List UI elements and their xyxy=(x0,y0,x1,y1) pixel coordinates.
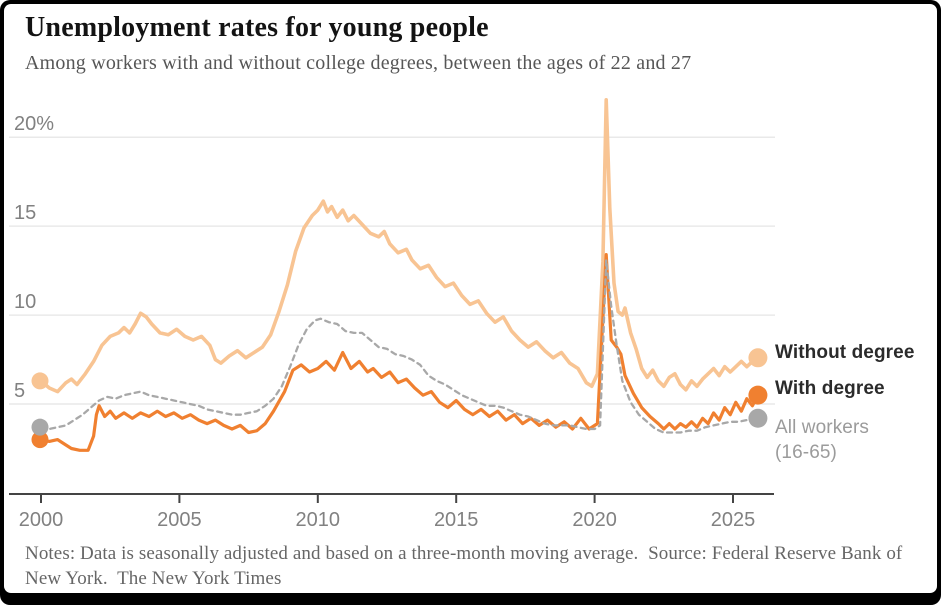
y-axis-tick-label: 5 xyxy=(14,380,25,402)
series-label-without-degree: Without degree xyxy=(775,342,915,363)
x-axis-tick-label: 2010 xyxy=(296,509,341,531)
series-label-all-workers-line2: (16-65) xyxy=(775,442,837,463)
chart-subtitle: Among workers with and without college d… xyxy=(25,52,692,74)
series-end-dot xyxy=(748,408,768,428)
y-axis-tick-label: 10 xyxy=(14,291,36,313)
x-axis-tick-label: 2020 xyxy=(572,509,617,531)
x-axis-tick-label: 2015 xyxy=(434,509,479,531)
series-start-dot xyxy=(31,431,49,449)
x-axis-tick-label: 2005 xyxy=(157,509,202,531)
series-end-dot xyxy=(748,348,768,368)
series-line-without-degree xyxy=(39,98,760,394)
chart-card: Unemployment rates for young people Amon… xyxy=(4,4,937,593)
series-label-all-workers-line1: All workers xyxy=(775,417,870,438)
series-end-dot xyxy=(748,385,768,405)
series-line-with-degree xyxy=(39,253,760,452)
series-line-all-workers xyxy=(39,258,760,434)
y-axis-tick-label: 15 xyxy=(14,202,36,224)
chart-title: Unemployment rates for young people xyxy=(25,12,489,43)
series-label-with-degree: With degree xyxy=(775,378,885,399)
x-axis-tick-label: 2000 xyxy=(19,509,64,531)
source-notes: Notes: Data is seasonally adjusted and b… xyxy=(25,543,908,589)
y-axis-tick-label: 20% xyxy=(14,113,54,135)
unemployment-line-chart: 5 10 15 20% 2000 2005 2010 2015 2020 2025 xyxy=(9,98,775,531)
x-axis-tick-label: 2025 xyxy=(711,509,756,531)
series-label-all-workers: All workers (16-65) xyxy=(775,415,869,465)
series-start-dot xyxy=(31,418,49,436)
series-start-dot xyxy=(31,372,49,390)
